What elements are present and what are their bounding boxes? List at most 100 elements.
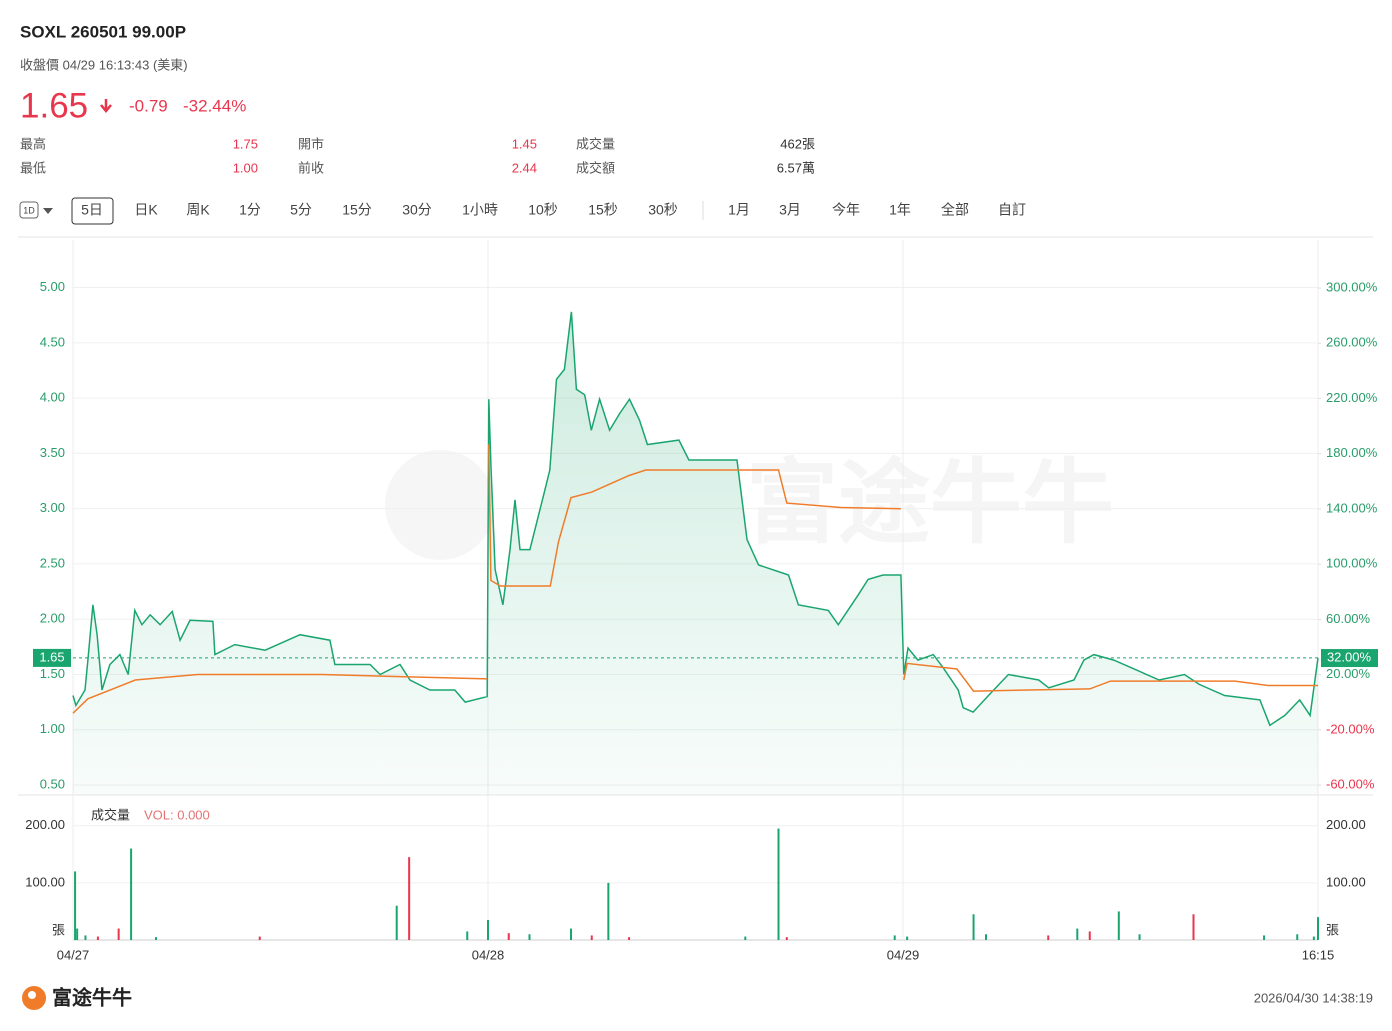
interval-icon[interactable]: 1D bbox=[23, 205, 35, 215]
y-tick-label: 4.00 bbox=[40, 390, 65, 405]
tab[interactable]: 1年 bbox=[889, 202, 911, 218]
volume-bar bbox=[777, 828, 780, 940]
x-tick-label: 04/29 bbox=[887, 947, 920, 962]
volume-indicator: VOL: 0.000 bbox=[144, 807, 210, 822]
last-price-badge bbox=[33, 648, 71, 667]
stat-value: 2.44 bbox=[512, 160, 537, 175]
volume-bar bbox=[76, 928, 79, 940]
volume-bar bbox=[74, 871, 77, 940]
volume-bar bbox=[130, 848, 133, 940]
tab[interactable]: 5日 bbox=[81, 202, 103, 218]
volume-unit-right: 張 bbox=[1326, 922, 1339, 937]
volume-bar bbox=[258, 936, 261, 940]
last-pct-badge bbox=[1321, 649, 1378, 668]
volume-bar bbox=[487, 920, 489, 940]
y2-tick-label: 260.00% bbox=[1326, 335, 1378, 350]
tab[interactable]: 全部 bbox=[941, 202, 969, 218]
volume-title: 成交量 bbox=[91, 807, 130, 822]
watermark: 富途牛牛 bbox=[746, 452, 1114, 554]
watermark-logo bbox=[385, 450, 495, 560]
volume-bar bbox=[1296, 934, 1299, 940]
title: SOXL 260501 99.00P bbox=[20, 22, 186, 41]
y2-tick-label: 220.00% bbox=[1326, 390, 1378, 405]
tab[interactable]: 1月 bbox=[728, 202, 750, 218]
volume-bar bbox=[466, 931, 469, 940]
volume-bar bbox=[1117, 911, 1120, 940]
stat-label: 最低 bbox=[20, 160, 46, 175]
stat-label: 開市 bbox=[298, 136, 324, 151]
volume-bar bbox=[117, 928, 120, 940]
y2-tick-label: 140.00% bbox=[1326, 500, 1378, 515]
volume-bar bbox=[590, 935, 593, 940]
volume-bar bbox=[408, 857, 411, 940]
last-price-label: 1.65 bbox=[39, 649, 64, 664]
tab[interactable]: 1分 bbox=[239, 202, 261, 218]
y-tick-label: 2.50 bbox=[40, 555, 65, 570]
subtitle: 收盤價 04/29 16:13:43 (美東) bbox=[20, 57, 188, 72]
y2-tick-label: -20.00% bbox=[1326, 721, 1375, 736]
dropdown-caret[interactable] bbox=[43, 208, 53, 214]
logo-icon-eye bbox=[28, 991, 36, 999]
tab[interactable]: 日K bbox=[134, 202, 158, 218]
volume-bar bbox=[1312, 936, 1315, 940]
y-tick-label: 4.50 bbox=[40, 334, 65, 349]
volume-bar bbox=[906, 936, 909, 940]
y2-tick-label: 60.00% bbox=[1326, 611, 1371, 626]
interval-icon-box[interactable] bbox=[19, 201, 39, 219]
stat-value: 1.45 bbox=[512, 136, 537, 151]
stat-value: 6.57萬 bbox=[777, 160, 815, 175]
tab[interactable]: 5分 bbox=[290, 202, 312, 218]
y-tick-label: 3.50 bbox=[40, 445, 65, 460]
tab[interactable]: 周K bbox=[186, 202, 210, 218]
y2-tick-label: 20.00% bbox=[1326, 666, 1371, 681]
y-tick-label: 5.00 bbox=[40, 279, 65, 294]
volume-bar bbox=[507, 933, 510, 940]
x-tick-label: 16:15 bbox=[1302, 947, 1335, 962]
tab[interactable]: 15秒 bbox=[588, 202, 618, 218]
y-tick-label: 1.00 bbox=[40, 721, 65, 736]
y2-tick-label: 180.00% bbox=[1326, 445, 1378, 460]
y-tick-label: 0.50 bbox=[40, 776, 65, 791]
tab[interactable]: 3月 bbox=[779, 202, 801, 218]
volume-bar bbox=[570, 928, 572, 940]
down-arrow bbox=[100, 99, 112, 113]
tab[interactable]: 今年 bbox=[832, 202, 860, 218]
volume-bar bbox=[1317, 917, 1319, 940]
volume-bar bbox=[1192, 914, 1195, 940]
price: 1.65 bbox=[20, 86, 88, 125]
y2-tick-label: 100.00% bbox=[1326, 556, 1378, 571]
y2-tick-label: 300.00% bbox=[1326, 279, 1378, 294]
volume-bar bbox=[155, 937, 157, 940]
price-area bbox=[73, 311, 1318, 795]
volume-bar bbox=[1138, 934, 1141, 940]
tab-selected-box[interactable] bbox=[71, 197, 114, 225]
tab[interactable]: 15分 bbox=[342, 202, 372, 218]
last-pct-label: 32.00% bbox=[1327, 649, 1372, 664]
y-tick-label: 2.00 bbox=[40, 611, 65, 626]
volume-bar bbox=[628, 937, 631, 940]
y-tick-label: 3.00 bbox=[40, 500, 65, 515]
change-pct: -32.44% bbox=[183, 96, 246, 115]
stat-label: 成交量 bbox=[576, 136, 615, 151]
volume-bar bbox=[96, 936, 99, 940]
x-tick-label: 04/27 bbox=[57, 947, 90, 962]
tab[interactable]: 30分 bbox=[402, 202, 432, 218]
avg-line bbox=[72, 444, 1318, 714]
volume-tick-label-right: 200.00 bbox=[1326, 817, 1366, 832]
volume-bar bbox=[744, 936, 747, 940]
volume-tick-label-right: 100.00 bbox=[1326, 874, 1366, 889]
tab[interactable]: 10秒 bbox=[528, 202, 558, 218]
tab[interactable]: 30秒 bbox=[648, 202, 678, 218]
stat-label: 前收 bbox=[298, 160, 324, 175]
stat-value: 1.75 bbox=[233, 136, 258, 151]
change: -0.79 bbox=[129, 96, 168, 115]
stat-value: 1.00 bbox=[233, 160, 258, 175]
volume-bar bbox=[972, 914, 975, 940]
volume-bar bbox=[528, 934, 531, 940]
tab[interactable]: 1小時 bbox=[462, 202, 498, 218]
volume-unit: 張 bbox=[52, 922, 65, 937]
volume-bar bbox=[84, 935, 87, 940]
timestamp: 2026/04/30 14:38:19 bbox=[1254, 990, 1373, 1005]
tab[interactable]: 自訂 bbox=[998, 202, 1026, 218]
